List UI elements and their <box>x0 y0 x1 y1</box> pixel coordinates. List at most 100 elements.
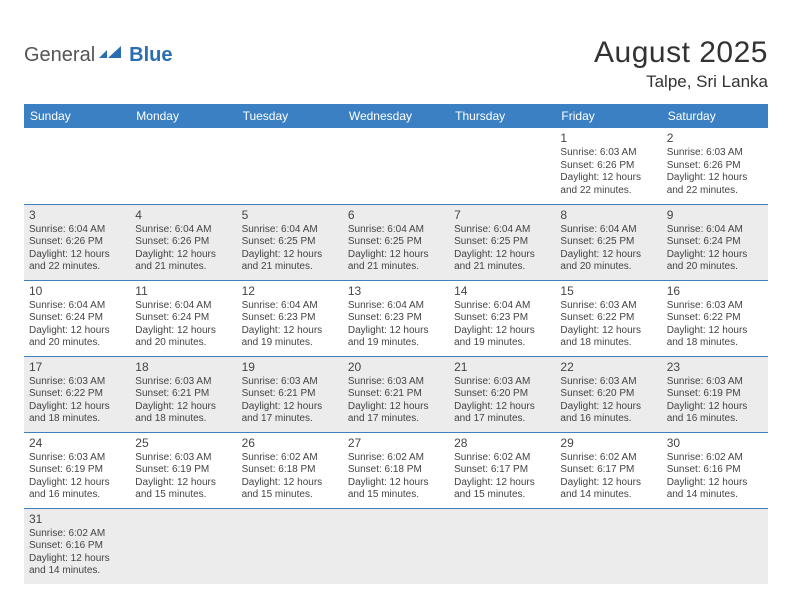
calendar-week: 31Sunrise: 6:02 AMSunset: 6:16 PMDayligh… <box>24 508 768 584</box>
calendar-day: 5Sunrise: 6:04 AMSunset: 6:25 PMDaylight… <box>237 204 343 280</box>
day-detail: Sunset: 6:20 PM <box>560 388 656 401</box>
calendar-day-empty <box>555 508 661 584</box>
day-detail: Sunset: 6:17 PM <box>454 464 550 477</box>
day-detail: and 15 minutes. <box>135 489 231 502</box>
day-number: 16 <box>667 284 763 299</box>
calendar-week: 24Sunrise: 6:03 AMSunset: 6:19 PMDayligh… <box>24 432 768 508</box>
day-detail: Sunrise: 6:02 AM <box>348 452 444 465</box>
day-header: Thursday <box>449 104 555 128</box>
day-detail: Sunrise: 6:04 AM <box>348 300 444 313</box>
day-detail: Daylight: 12 hours <box>242 477 338 490</box>
calendar-day: 17Sunrise: 6:03 AMSunset: 6:22 PMDayligh… <box>24 356 130 432</box>
calendar-day: 27Sunrise: 6:02 AMSunset: 6:18 PMDayligh… <box>343 432 449 508</box>
day-detail: Sunset: 6:17 PM <box>560 464 656 477</box>
calendar-day-empty <box>449 128 555 204</box>
day-detail: Sunrise: 6:02 AM <box>560 452 656 465</box>
calendar-day: 21Sunrise: 6:03 AMSunset: 6:20 PMDayligh… <box>449 356 555 432</box>
page-title: August 2025 <box>594 36 768 70</box>
calendar-head: SundayMondayTuesdayWednesdayThursdayFrid… <box>24 104 768 128</box>
day-detail: Daylight: 12 hours <box>29 325 125 338</box>
day-detail: Sunset: 6:23 PM <box>242 312 338 325</box>
day-detail: Sunrise: 6:03 AM <box>135 452 231 465</box>
day-detail: Sunset: 6:24 PM <box>29 312 125 325</box>
day-header: Sunday <box>24 104 130 128</box>
calendar-day: 15Sunrise: 6:03 AMSunset: 6:22 PMDayligh… <box>555 280 661 356</box>
calendar-day-empty <box>449 508 555 584</box>
day-number: 3 <box>29 208 125 223</box>
day-detail: and 14 minutes. <box>29 565 125 578</box>
day-header: Wednesday <box>343 104 449 128</box>
day-detail: and 15 minutes. <box>454 489 550 502</box>
day-detail: Sunset: 6:24 PM <box>135 312 231 325</box>
calendar-day-empty <box>662 508 768 584</box>
day-detail: Sunset: 6:16 PM <box>667 464 763 477</box>
day-number: 10 <box>29 284 125 299</box>
day-number: 13 <box>348 284 444 299</box>
day-detail: Sunrise: 6:04 AM <box>454 300 550 313</box>
day-number: 20 <box>348 360 444 375</box>
day-detail: and 20 minutes. <box>667 261 763 274</box>
day-detail: and 20 minutes. <box>135 337 231 350</box>
day-header: Tuesday <box>237 104 343 128</box>
day-detail: Daylight: 12 hours <box>667 172 763 185</box>
day-detail: Sunrise: 6:02 AM <box>242 452 338 465</box>
day-number: 31 <box>29 512 125 527</box>
day-detail: Sunset: 6:19 PM <box>667 388 763 401</box>
day-detail: and 21 minutes. <box>242 261 338 274</box>
day-detail: Daylight: 12 hours <box>560 249 656 262</box>
day-detail: Daylight: 12 hours <box>135 401 231 414</box>
calendar-day: 24Sunrise: 6:03 AMSunset: 6:19 PMDayligh… <box>24 432 130 508</box>
calendar-day: 12Sunrise: 6:04 AMSunset: 6:23 PMDayligh… <box>237 280 343 356</box>
page: General Blue August 2025 Talpe, Sri Lank… <box>0 0 792 584</box>
day-detail: and 17 minutes. <box>348 413 444 426</box>
day-detail: Daylight: 12 hours <box>667 401 763 414</box>
day-detail: Sunrise: 6:04 AM <box>242 224 338 237</box>
day-detail: and 15 minutes. <box>242 489 338 502</box>
day-detail: Daylight: 12 hours <box>560 401 656 414</box>
calendar-day: 11Sunrise: 6:04 AMSunset: 6:24 PMDayligh… <box>130 280 236 356</box>
day-number: 29 <box>560 436 656 451</box>
day-detail: Sunrise: 6:04 AM <box>560 224 656 237</box>
day-detail: Sunset: 6:26 PM <box>29 236 125 249</box>
calendar-day: 10Sunrise: 6:04 AMSunset: 6:24 PMDayligh… <box>24 280 130 356</box>
day-detail: and 22 minutes. <box>560 185 656 198</box>
day-detail: Sunset: 6:26 PM <box>667 160 763 173</box>
day-detail: Sunrise: 6:03 AM <box>667 300 763 313</box>
day-detail: Sunset: 6:21 PM <box>242 388 338 401</box>
day-detail: Sunrise: 6:03 AM <box>348 376 444 389</box>
flag-icon <box>99 44 127 67</box>
day-detail: and 16 minutes. <box>560 413 656 426</box>
day-detail: and 18 minutes. <box>29 413 125 426</box>
day-number: 11 <box>135 284 231 299</box>
day-detail: Daylight: 12 hours <box>242 325 338 338</box>
calendar-day: 30Sunrise: 6:02 AMSunset: 6:16 PMDayligh… <box>662 432 768 508</box>
day-number: 21 <box>454 360 550 375</box>
day-detail: Daylight: 12 hours <box>454 401 550 414</box>
day-detail: Sunrise: 6:03 AM <box>560 376 656 389</box>
day-detail: Daylight: 12 hours <box>242 401 338 414</box>
day-detail: and 16 minutes. <box>667 413 763 426</box>
calendar-day-empty <box>343 128 449 204</box>
day-detail: Daylight: 12 hours <box>560 477 656 490</box>
day-detail: Sunrise: 6:03 AM <box>560 300 656 313</box>
day-detail: Daylight: 12 hours <box>348 325 444 338</box>
calendar-day: 9Sunrise: 6:04 AMSunset: 6:24 PMDaylight… <box>662 204 768 280</box>
day-number: 8 <box>560 208 656 223</box>
calendar-day-empty <box>130 508 236 584</box>
day-detail: Daylight: 12 hours <box>135 249 231 262</box>
day-number: 6 <box>348 208 444 223</box>
day-detail: Daylight: 12 hours <box>454 249 550 262</box>
calendar-day: 2Sunrise: 6:03 AMSunset: 6:26 PMDaylight… <box>662 128 768 204</box>
day-number: 19 <box>242 360 338 375</box>
calendar-day: 4Sunrise: 6:04 AMSunset: 6:26 PMDaylight… <box>130 204 236 280</box>
calendar-day-empty <box>237 128 343 204</box>
day-detail: Sunset: 6:18 PM <box>348 464 444 477</box>
day-detail: and 17 minutes. <box>454 413 550 426</box>
calendar-day: 22Sunrise: 6:03 AMSunset: 6:20 PMDayligh… <box>555 356 661 432</box>
day-detail: Sunset: 6:20 PM <box>454 388 550 401</box>
day-detail: and 22 minutes. <box>29 261 125 274</box>
calendar-body: 1Sunrise: 6:03 AMSunset: 6:26 PMDaylight… <box>24 128 768 584</box>
calendar-day: 25Sunrise: 6:03 AMSunset: 6:19 PMDayligh… <box>130 432 236 508</box>
day-detail: Sunrise: 6:03 AM <box>667 376 763 389</box>
calendar-day: 19Sunrise: 6:03 AMSunset: 6:21 PMDayligh… <box>237 356 343 432</box>
